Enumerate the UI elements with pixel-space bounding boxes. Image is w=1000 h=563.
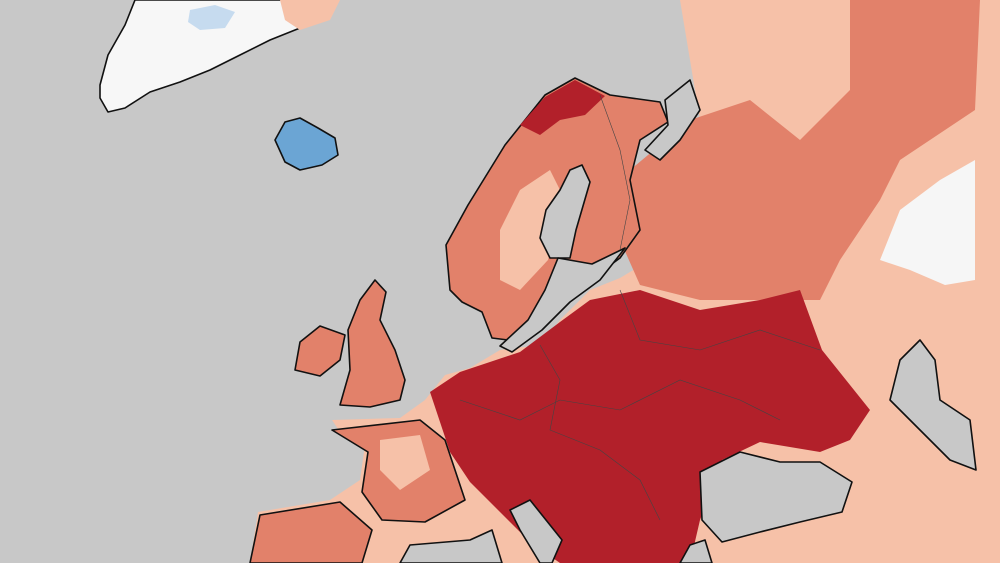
- scandinavia-hot-north: [520, 80, 605, 135]
- great-britain: [339, 279, 406, 408]
- greenland-warm-patch: [280, 0, 340, 30]
- white-sea: [644, 79, 701, 161]
- scandinavia-cool: [500, 170, 565, 290]
- ireland: [294, 325, 346, 377]
- central-europe-hot: [430, 290, 870, 563]
- aegean-sea: [679, 539, 713, 563]
- france-cool: [380, 435, 430, 490]
- iceland: [274, 117, 339, 171]
- mediterranean-sea: [399, 529, 503, 563]
- border: [459, 379, 781, 421]
- east-cool-patch: [880, 160, 975, 285]
- iberia: [249, 501, 373, 563]
- adriatic-sea: [509, 499, 563, 563]
- greenland-cool-patch: [188, 5, 235, 30]
- caspian-sea: [889, 339, 977, 471]
- baltic-sea: [499, 247, 626, 353]
- border: [599, 94, 631, 251]
- border: [619, 289, 821, 351]
- black-sea: [699, 451, 853, 543]
- east-warm-band: [620, 0, 980, 300]
- border: [539, 344, 661, 521]
- greenland: [99, 0, 336, 113]
